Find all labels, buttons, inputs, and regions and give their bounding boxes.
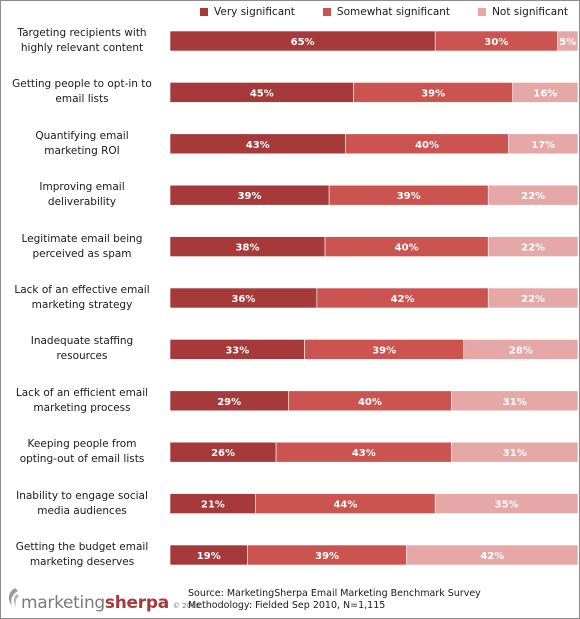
legend: Very significant Somewhat significant Not …: [200, 6, 568, 18]
category-label-line: marketing deserves: [29, 556, 135, 568]
category-label-line: Keeping people from: [27, 438, 137, 451]
data-label: 39%: [397, 191, 421, 202]
bar-segment: [487, 287, 579, 309]
category-label-line: marketing process: [33, 401, 131, 414]
category-label-line: marketing strategy: [31, 299, 133, 311]
data-label: 40%: [358, 397, 382, 408]
category-label: Getting the budget email marketing deserv…: [6, 540, 158, 570]
bar-segment: [451, 441, 579, 463]
bar-segment: [508, 133, 579, 155]
category-label-line: Lack of an efficient email: [15, 386, 149, 399]
data-label: 30%: [484, 37, 508, 48]
category-label-line: opting-out of email lists: [19, 453, 145, 466]
data-label: 29%: [217, 397, 241, 408]
bar-segment: [557, 30, 579, 52]
category-label: Getting people to opt-in to email lists: [6, 77, 158, 107]
data-label: 65%: [291, 37, 315, 48]
legend-label: Very significant: [214, 6, 295, 18]
data-label: 42%: [391, 294, 415, 305]
data-label: 21%: [201, 500, 225, 511]
data-label: 26%: [211, 448, 235, 459]
category-label: Legitimate email being perceived as spam: [6, 232, 158, 262]
data-label: 39%: [372, 345, 396, 356]
category-label: Targeting recipients with highly relevant…: [6, 26, 158, 56]
data-label: 22%: [521, 294, 545, 305]
bar-segment: [451, 390, 579, 412]
category-label: Lack of an efficient email marketing proc…: [6, 386, 158, 416]
category-label-line: Getting the budget email: [15, 541, 149, 553]
data-label: 19%: [197, 551, 221, 562]
legend-item: Somewhat significant: [322, 6, 451, 18]
category-label-line: highly relevant content: [20, 42, 144, 54]
category-label-line: Legitimate email being: [21, 232, 143, 245]
data-label: 31%: [503, 397, 527, 408]
legend-swatch: [322, 8, 331, 16]
category-label-line: marketing ROI: [44, 144, 120, 157]
data-label: 43%: [246, 140, 270, 151]
methodology-line: Methodology: Fielded Sep 2010, N=1,115: [188, 600, 386, 611]
bar-segment: [512, 82, 579, 103]
category-label-line: Lack of an effective email: [14, 284, 150, 296]
data-label: 39%: [315, 551, 339, 562]
source-note: Source: MarketingSherpa Email Marketing …: [188, 588, 481, 612]
legend-label: Not significant: [492, 6, 569, 18]
bar-segment: [463, 339, 579, 360]
data-label: 39%: [238, 191, 262, 202]
category-label: Improving email deliverability: [6, 180, 158, 210]
data-label: 39%: [421, 88, 445, 99]
legend-swatch: [200, 8, 208, 16]
category-label-line: perceived as spam: [32, 247, 132, 260]
category-label-line: Inadequate staffing: [30, 335, 134, 348]
category-label-line: Improving email: [39, 181, 125, 194]
category-label: Inadequate staffing resources: [6, 334, 158, 364]
data-label: 40%: [415, 140, 439, 151]
category-label-line: Getting people to opt-in to: [12, 78, 152, 91]
data-label: 40%: [395, 243, 419, 254]
logo-text-marketing: marketing: [21, 593, 105, 613]
category-label-line: deliverability: [47, 196, 117, 209]
data-label: 28%: [509, 345, 533, 356]
logo-swirl-icon: [8, 588, 19, 607]
category-label-line: Inability to engage social: [16, 489, 148, 502]
source-line: Source: MarketingSherpa Email Marketing …: [188, 588, 481, 599]
category-label-line: media audiences: [37, 504, 127, 517]
data-label: 31%: [503, 448, 527, 459]
bar-segment: [406, 544, 579, 566]
data-label: 5%: [559, 37, 576, 48]
category-label: Lack of an effective email marketing stra…: [6, 283, 158, 313]
footer: marketing sherpa © 2010 Source: MarketingS…: [0, 576, 580, 616]
data-label: 43%: [352, 448, 376, 459]
bar-segment: [487, 184, 579, 206]
legend-item: Very significant: [200, 6, 295, 18]
bar-segment: [434, 493, 579, 514]
category-label: Quantifying email marketing ROI: [6, 129, 158, 159]
data-label: 16%: [533, 88, 557, 99]
category-label-line: email lists: [55, 93, 109, 106]
legend-swatch: [478, 8, 487, 16]
marketingsherpa-logo: marketing sherpa © 2010: [6, 586, 200, 613]
data-label: 33%: [225, 345, 249, 356]
data-label: 45%: [250, 88, 274, 99]
data-label: 38%: [236, 243, 260, 254]
category-label-line: resources: [56, 350, 108, 363]
data-label: 22%: [521, 243, 545, 254]
logo-year: © 2010: [172, 602, 200, 610]
data-label: 35%: [495, 500, 519, 511]
data-label: 22%: [521, 191, 545, 202]
data-label: 44%: [333, 500, 357, 511]
category-label-line: Quantifying email: [35, 129, 129, 142]
data-label: 42%: [480, 551, 504, 562]
category-label: Inability to engage social media audience…: [6, 489, 158, 519]
legend-item: Not significant: [478, 6, 568, 18]
category-label: Keeping people from opting-out of email l…: [6, 437, 158, 467]
data-label: 36%: [231, 294, 255, 305]
legend-label: Somewhat significant: [336, 6, 451, 18]
bar-segment: [487, 236, 579, 257]
category-label-line: Targeting recipients with: [17, 27, 147, 39]
logo-text-sherpa: sherpa: [104, 593, 169, 613]
data-label: 17%: [531, 140, 555, 151]
